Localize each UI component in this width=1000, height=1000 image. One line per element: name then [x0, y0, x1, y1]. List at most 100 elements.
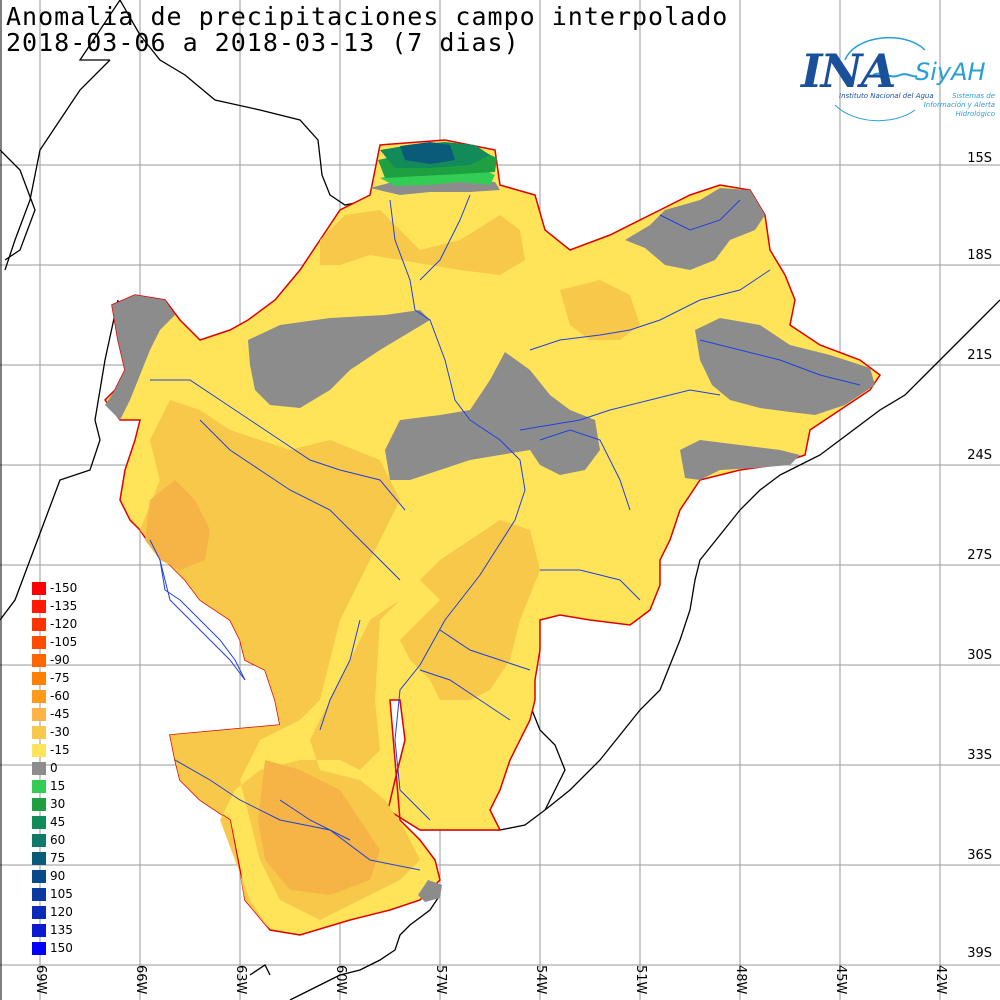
anomaly-zone-minus30-center — [280, 445, 380, 545]
legend-item: 150 — [32, 940, 112, 958]
legend-label: -45 — [50, 707, 70, 721]
legend-swatch — [32, 726, 46, 739]
legend-label: -135 — [50, 599, 78, 613]
legend-item: -90 — [32, 652, 112, 670]
lon-label-60W: 60W — [333, 965, 348, 995]
legend-swatch — [32, 798, 46, 811]
legend-label: 150 — [50, 941, 73, 955]
legend-item: 75 — [32, 850, 112, 868]
legend-item: 30 — [32, 796, 112, 814]
anomaly-zone-zero-east — [695, 318, 875, 415]
legend-swatch — [32, 600, 46, 613]
legend-label: -15 — [50, 743, 70, 757]
legend-item: -75 — [32, 670, 112, 688]
anomaly-zone-zero-northeast — [625, 188, 765, 270]
legend-swatch — [32, 636, 46, 649]
legend-swatch — [32, 744, 46, 757]
anomaly-zone-plus75 — [400, 142, 455, 164]
legend-swatch — [32, 690, 46, 703]
anomaly-zone-zero-south — [418, 880, 442, 902]
map-title: Anomalia de precipitaciones campo interp… — [6, 2, 729, 31]
legend-swatch — [32, 870, 46, 883]
date-range-subtitle: 2018-03-06 a 2018-03-13 (7 dias) — [6, 28, 520, 57]
anomaly-zone-zero-center — [385, 352, 600, 480]
legend-label: -150 — [50, 581, 78, 595]
anomaly-zone-zero-northwest — [248, 310, 430, 408]
legend-swatch — [32, 924, 46, 937]
anomaly-zone-minus45-west — [145, 480, 210, 570]
lat-label-21S: 21S — [967, 348, 992, 363]
legend-item: 90 — [32, 868, 112, 886]
legend-item: 0 — [32, 760, 112, 778]
legend-label: 45 — [50, 815, 66, 829]
lon-label-48W: 48W — [733, 965, 748, 995]
lon-label-63W: 63W — [233, 965, 248, 995]
legend-swatch — [32, 654, 46, 667]
ina-siyah-logo: INA SiyAH Instituto Nacional del Agua Si… — [795, 30, 995, 130]
lat-label-30S: 30S — [967, 648, 992, 663]
lon-label-57W: 57W — [433, 965, 448, 995]
legend-label: 105 — [50, 887, 73, 901]
legend-swatch — [32, 888, 46, 901]
lat-label-27S: 27S — [967, 548, 992, 563]
legend-swatch — [32, 816, 46, 829]
legend-swatch — [32, 852, 46, 865]
legend-label: 30 — [50, 797, 66, 811]
legend-label: -30 — [50, 725, 70, 739]
lat-label-39S: 39S — [967, 946, 992, 961]
legend-label: -105 — [50, 635, 78, 649]
legend-swatch — [32, 834, 46, 847]
logo-institute-text: Instituto Nacional del Agua — [839, 92, 934, 100]
lon-label-51W: 51W — [633, 965, 648, 995]
legend-item: 45 — [32, 814, 112, 832]
legend-label: 135 — [50, 923, 73, 937]
lon-label-66W: 66W — [133, 965, 148, 995]
legend-label: 120 — [50, 905, 73, 919]
logo-system-text: Sistemas de Información y Alerta Hidroló… — [923, 92, 995, 118]
legend-item: 15 — [32, 778, 112, 796]
anomaly-zone-zero-west — [105, 295, 175, 420]
legend-item: -30 — [32, 724, 112, 742]
legend-item: 135 — [32, 922, 112, 940]
anomaly-zone-minus30 — [140, 400, 540, 930]
legend-swatch — [32, 942, 46, 955]
legend-label: -75 — [50, 671, 70, 685]
legend-label: 15 — [50, 779, 66, 793]
legend-label: -120 — [50, 617, 78, 631]
lon-label-69W: 69W — [33, 965, 48, 995]
legend-swatch — [32, 582, 46, 595]
river-west — [149, 539, 246, 681]
legend-item: 60 — [32, 832, 112, 850]
logo-siyah-text: SiyAH — [915, 58, 986, 86]
legend-swatch — [32, 906, 46, 919]
basin-anomaly-field — [104, 139, 882, 936]
rivers — [150, 194, 861, 871]
lat-label-15S: 15S — [967, 151, 992, 166]
lon-label-42W: 42W — [933, 965, 948, 995]
legend-label: 75 — [50, 851, 66, 865]
lon-label-54W: 54W — [533, 965, 548, 995]
anomaly-zone-minus30-north — [320, 210, 525, 275]
anomaly-zone-zero-southeast — [680, 440, 800, 480]
legend-item: 120 — [32, 904, 112, 922]
legend-item: -120 — [32, 616, 112, 634]
legend-swatch — [32, 780, 46, 793]
legend-label: 60 — [50, 833, 66, 847]
legend-swatch — [32, 708, 46, 721]
logo-swoosh-icon — [834, 37, 926, 122]
legend-item: -60 — [32, 688, 112, 706]
legend-swatch — [32, 618, 46, 631]
lat-label-33S: 33S — [967, 748, 992, 763]
legend-swatch — [32, 762, 46, 775]
legend-item: -45 — [32, 706, 112, 724]
legend-item: -105 — [32, 634, 112, 652]
legend-item: -15 — [32, 742, 112, 760]
anomaly-zone-minus30-east — [560, 280, 640, 340]
legend-label: -60 — [50, 689, 70, 703]
lat-label-18S: 18S — [967, 248, 992, 263]
legend-label: -90 — [50, 653, 70, 667]
lat-label-36S: 36S — [967, 848, 992, 863]
legend-label: 0 — [50, 761, 58, 775]
legend-item: 105 — [32, 886, 112, 904]
